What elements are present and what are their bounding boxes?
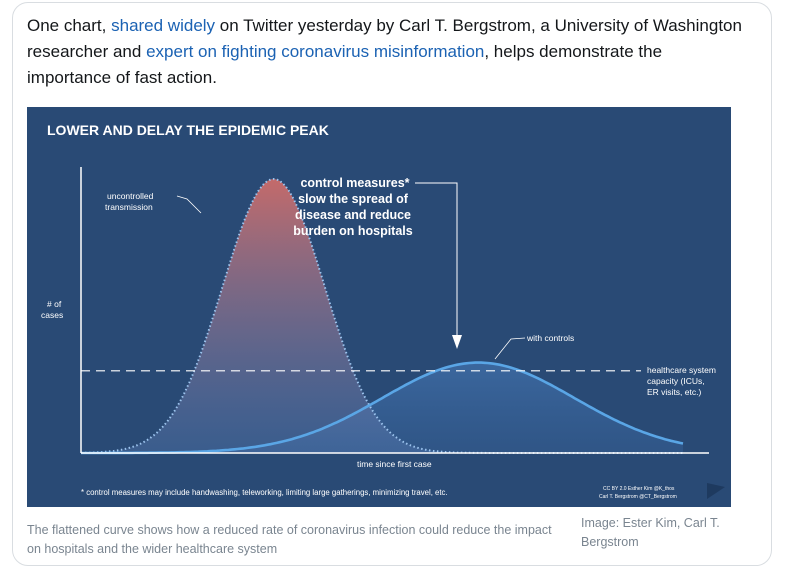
chart-svg: LOWER AND DELAY THE EPIDEMIC PEAK # of c… — [41, 122, 725, 500]
capacity-label-line1: healthcare system — [647, 365, 716, 375]
annotation-line3: disease and reduce — [295, 208, 411, 222]
capacity-label-line3: ER visits, etc.) — [647, 387, 701, 397]
tweet-card: One chart, shared widely on Twitter yest… — [12, 2, 772, 566]
with-controls-curve — [81, 361, 684, 455]
annotation-line4: burden on hospitals — [293, 224, 412, 238]
shared-widely-link[interactable]: shared widely — [111, 16, 216, 35]
uncontrolled-area — [81, 179, 683, 453]
y-axis-label-line2: cases — [41, 310, 63, 320]
uncontrolled-curve — [80, 177, 683, 454]
tweet-text-part: on Twitter yesterday by Carl T. Bergstro… — [27, 16, 742, 61]
tweet-text-part: , helps demonstrate the importance of fa… — [27, 42, 663, 87]
tweet-text-part: One chart, — [27, 16, 112, 35]
uncontrolled-leader-line — [176, 195, 202, 214]
license-line1: CC BY 2.0 Esther Kim @K_thos — [603, 486, 675, 492]
epidemic-chart: LOWER AND DELAY THE EPIDEMIC PEAK # of c… — [27, 107, 731, 507]
annotation-line2: slow the spread of — [298, 192, 409, 206]
annotation-line1: control measures* — [300, 176, 409, 190]
cc-badge-shape — [707, 483, 725, 499]
x-axis-label: time since first case — [357, 459, 432, 469]
tweet-text: One chart, shared widely on Twitter yest… — [27, 13, 747, 91]
figure-credit: Image: Ester Kim, Carl T. Bergstrom — [581, 516, 720, 549]
annotation-arrow-line — [415, 182, 458, 343]
uncontrolled-label-line1: uncontrolled — [107, 191, 154, 201]
chart-title: LOWER AND DELAY THE EPIDEMIC PEAK — [47, 122, 329, 138]
y-axis-label-line1: # of — [47, 299, 62, 309]
license-line2: Carl T. Bergstrom @CT_Bergstrom — [599, 494, 677, 500]
expert-link[interactable]: expert on fighting coronavirus misinform… — [146, 42, 485, 61]
capacity-label-line2: capacity (ICUs, — [647, 376, 705, 386]
with-controls-label: with controls — [526, 333, 574, 343]
chart-footnote: * control measures may include handwashi… — [81, 488, 448, 497]
annotation-arrowhead — [452, 335, 462, 349]
with-controls-leader-line — [494, 337, 526, 360]
uncontrolled-label-line2: transmission — [105, 202, 153, 212]
figure-caption: The flattened curve shows how a reduced … — [27, 523, 552, 556]
with-controls-area — [81, 362, 683, 453]
